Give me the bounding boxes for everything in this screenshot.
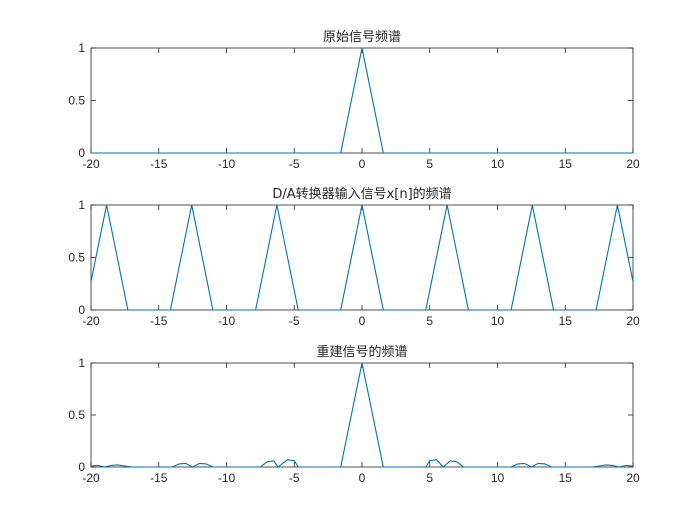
x-tick-label: 5 — [426, 471, 433, 485]
y-tick-label: 1 — [78, 356, 85, 370]
x-tick-label: 20 — [626, 157, 640, 171]
y-tick-label: 0.5 — [68, 251, 85, 265]
series-line-1 — [91, 47, 633, 154]
plot-area — [90, 204, 634, 311]
x-tick-label: 5 — [426, 314, 433, 328]
x-tick-label: 10 — [491, 314, 505, 328]
x-tick-label: 10 — [491, 471, 505, 485]
x-tick-label: -15 — [150, 157, 168, 171]
chart-title: D/A转换器输入信号x[n]的频谱 — [272, 186, 451, 202]
x-tick-label: 20 — [626, 314, 640, 328]
x-tick-label: -10 — [218, 157, 236, 171]
x-tick-label: 0 — [359, 471, 366, 485]
series-line-1 — [90, 204, 634, 311]
x-tick-label: 5 — [426, 157, 433, 171]
y-tick-label: 0.5 — [68, 408, 85, 422]
y-tick-label: 0 — [78, 460, 85, 474]
subplot-2: D/A转换器输入信号x[n]的频谱 -20 -15 -10 -5 0 5 10 15 20 0 0.5… — [68, 186, 640, 328]
x-tick-label: 10 — [491, 157, 505, 171]
plot-area — [90, 47, 634, 154]
x-tick-label: 15 — [559, 157, 573, 171]
x-tick-label: -20 — [82, 157, 100, 171]
x-tick-label: -15 — [150, 314, 168, 328]
x-tick-label: 20 — [626, 471, 640, 485]
x-tick-label: -5 — [289, 157, 300, 171]
y-tick-label: 1 — [78, 198, 85, 212]
subplot-3: 重建信号的频谱 -20 -15 -10 -5 0 5 10 15 20 0 0.5 1 — [68, 344, 640, 485]
x-tick-label: -5 — [289, 471, 300, 485]
series-line-1 — [90, 362, 634, 468]
chart-title: 原始信号频谱 — [323, 30, 401, 45]
x-tick-label: -10 — [218, 471, 236, 485]
y-tick-label: 0.5 — [68, 94, 85, 108]
y-tick-label: 0 — [78, 303, 85, 317]
x-tick-label: 0 — [359, 157, 366, 171]
y-tick-label: 1 — [78, 41, 85, 55]
x-tick-label: 0 — [359, 314, 366, 328]
plot-area — [90, 362, 634, 468]
subplot-1: 原始信号频谱 -20 -15 -10 -5 0 5 10 15 20 0 0.5 1 — [68, 30, 640, 171]
chart-title: 重建信号的频谱 — [316, 344, 407, 360]
x-tick-label: 15 — [559, 471, 573, 485]
x-tick-label: -20 — [82, 314, 100, 328]
x-tick-label: 15 — [559, 314, 573, 328]
y-tick-label: 0 — [78, 146, 85, 160]
x-tick-label: -5 — [289, 314, 300, 328]
x-tick-label: -15 — [150, 471, 168, 485]
x-tick-label: -20 — [82, 471, 100, 485]
x-tick-label: -10 — [218, 314, 236, 328]
